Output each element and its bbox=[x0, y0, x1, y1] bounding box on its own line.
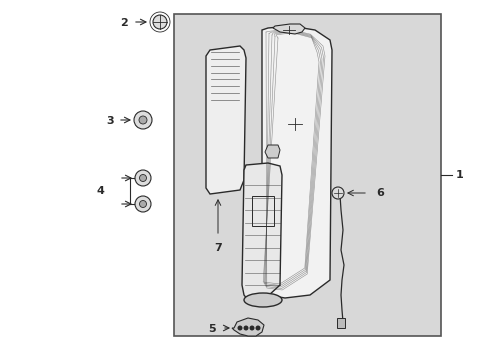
Polygon shape bbox=[206, 46, 246, 194]
Circle shape bbox=[255, 325, 261, 330]
Bar bbox=[252, 196, 274, 226]
Polygon shape bbox=[262, 26, 332, 298]
Text: 2: 2 bbox=[120, 18, 128, 28]
Circle shape bbox=[249, 325, 254, 330]
Bar bbox=[337, 318, 345, 328]
Circle shape bbox=[332, 187, 344, 199]
Text: 1: 1 bbox=[456, 170, 464, 180]
Circle shape bbox=[139, 116, 147, 124]
Text: 4: 4 bbox=[96, 186, 104, 196]
Circle shape bbox=[135, 170, 151, 186]
Polygon shape bbox=[232, 318, 264, 336]
Polygon shape bbox=[265, 145, 280, 158]
Text: 5: 5 bbox=[208, 324, 216, 334]
Text: –: – bbox=[445, 170, 450, 180]
Circle shape bbox=[153, 15, 167, 29]
Circle shape bbox=[134, 111, 152, 129]
Text: 6: 6 bbox=[376, 188, 384, 198]
Text: 7: 7 bbox=[214, 243, 222, 253]
Circle shape bbox=[140, 175, 147, 181]
Circle shape bbox=[135, 196, 151, 212]
Polygon shape bbox=[273, 24, 305, 34]
Ellipse shape bbox=[244, 293, 282, 307]
Text: 3: 3 bbox=[106, 116, 114, 126]
Polygon shape bbox=[242, 163, 282, 300]
Bar bbox=[174, 14, 441, 336]
Circle shape bbox=[140, 201, 147, 207]
Circle shape bbox=[238, 325, 243, 330]
Circle shape bbox=[244, 325, 248, 330]
